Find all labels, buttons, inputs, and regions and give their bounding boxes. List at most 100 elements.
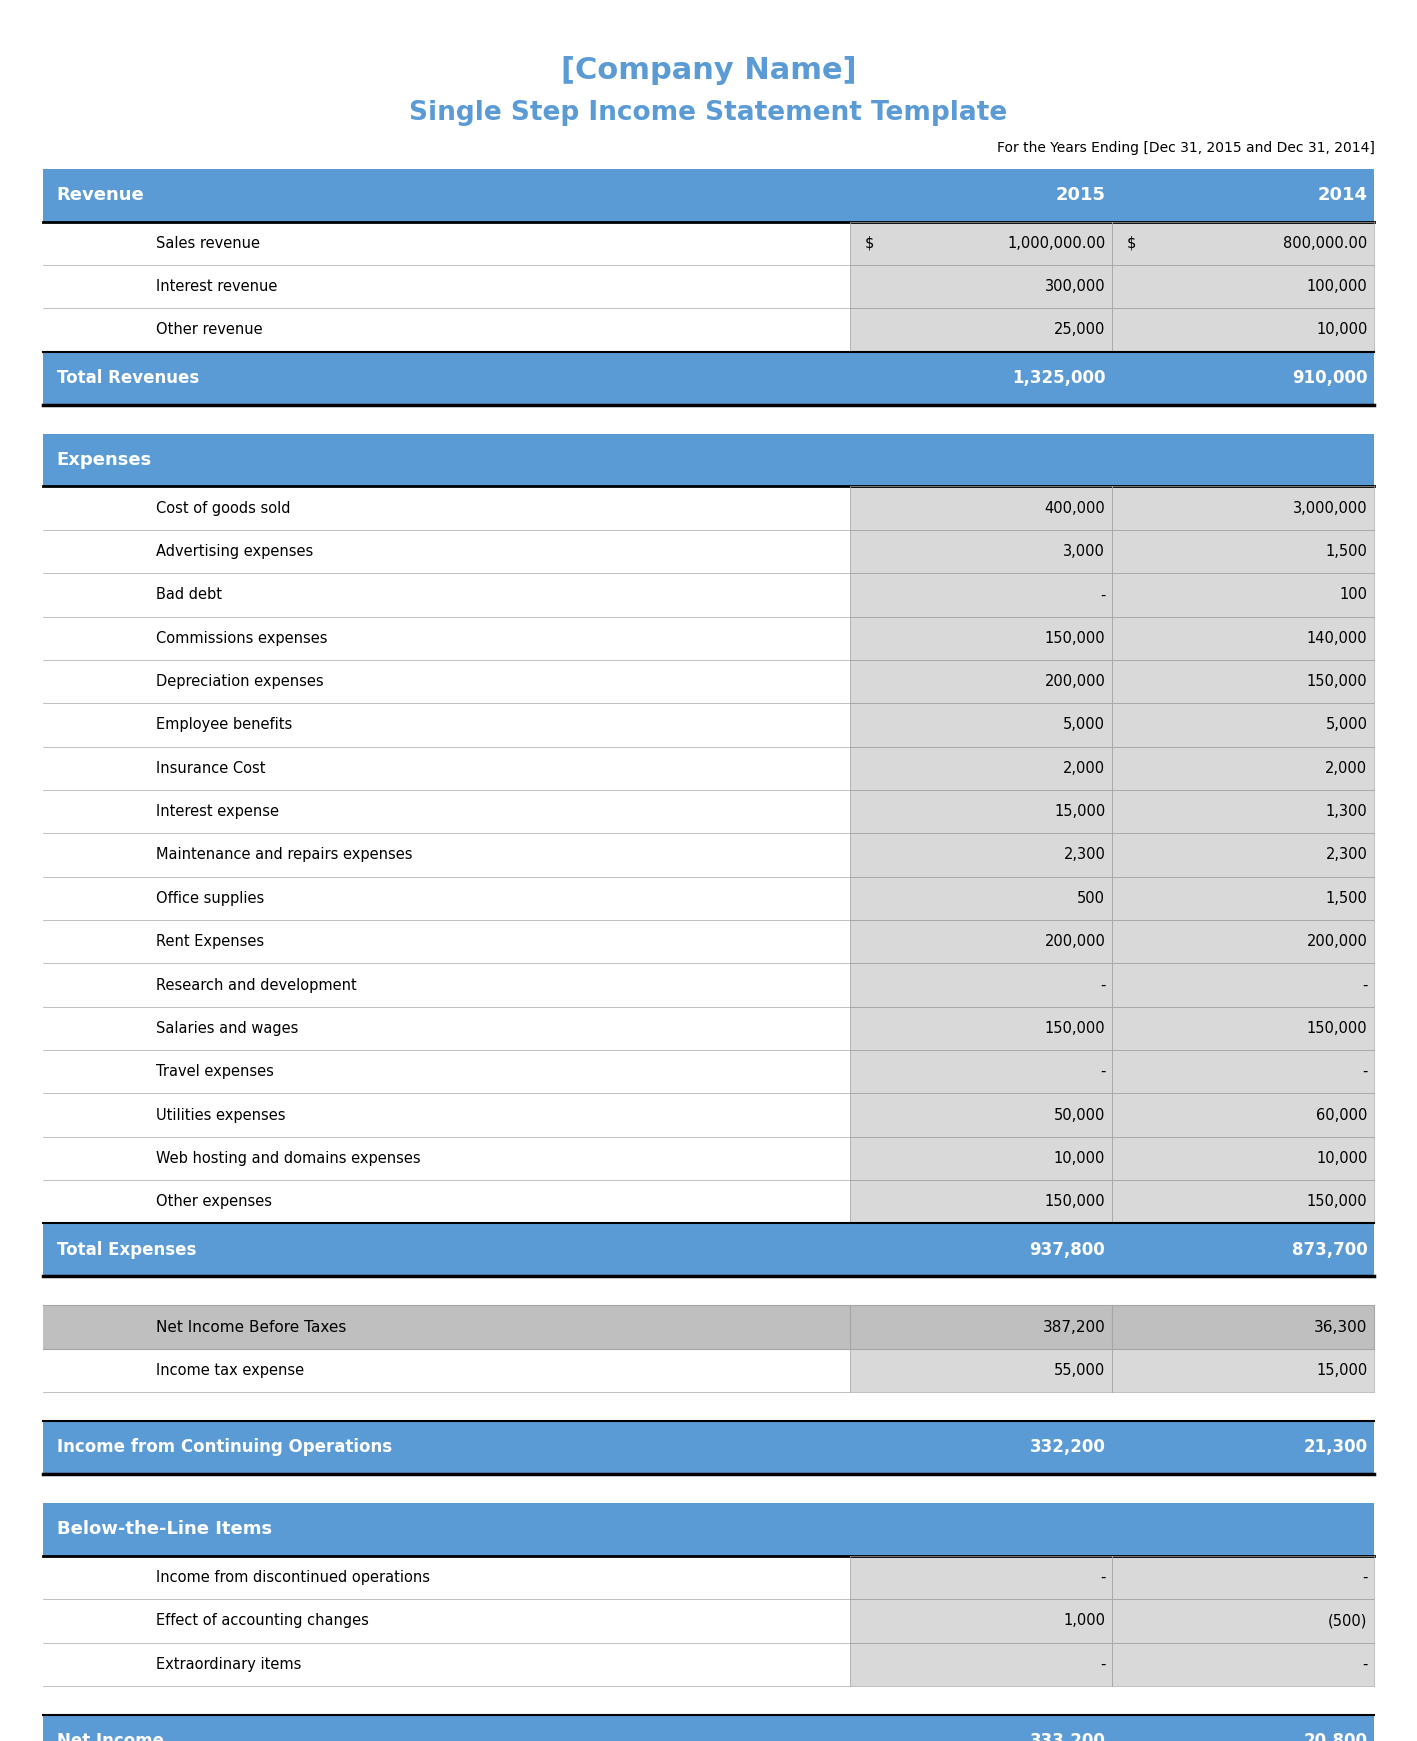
Text: 2,300: 2,300: [1325, 848, 1367, 862]
FancyBboxPatch shape: [43, 1556, 1374, 1600]
FancyBboxPatch shape: [850, 747, 1112, 790]
FancyBboxPatch shape: [1112, 265, 1374, 308]
Text: 937,800: 937,800: [1030, 1241, 1105, 1259]
Text: 873,700: 873,700: [1292, 1241, 1367, 1259]
Text: -: -: [1100, 977, 1105, 992]
Text: 2014: 2014: [1318, 186, 1367, 204]
Text: [Company Name]: [Company Name]: [561, 56, 856, 85]
Text: -: -: [1100, 1064, 1105, 1079]
Text: 800,000.00: 800,000.00: [1284, 235, 1367, 251]
FancyBboxPatch shape: [43, 1050, 1374, 1093]
Text: Office supplies: Office supplies: [156, 891, 264, 905]
Text: -: -: [1362, 1657, 1367, 1671]
FancyBboxPatch shape: [850, 1050, 1112, 1093]
FancyBboxPatch shape: [43, 747, 1374, 790]
FancyBboxPatch shape: [850, 963, 1112, 1006]
Text: Maintenance and repairs expenses: Maintenance and repairs expenses: [156, 848, 412, 862]
Text: Bad debt: Bad debt: [156, 587, 222, 602]
FancyBboxPatch shape: [1112, 221, 1374, 265]
Text: (500): (500): [1328, 1614, 1367, 1628]
Text: Research and development: Research and development: [156, 977, 357, 992]
FancyBboxPatch shape: [850, 1093, 1112, 1137]
FancyBboxPatch shape: [43, 1137, 1374, 1180]
Text: 1,000,000.00: 1,000,000.00: [1007, 235, 1105, 251]
FancyBboxPatch shape: [1112, 660, 1374, 703]
Text: 150,000: 150,000: [1044, 1020, 1105, 1036]
FancyBboxPatch shape: [43, 703, 1374, 747]
FancyBboxPatch shape: [43, 1349, 1374, 1393]
FancyBboxPatch shape: [43, 877, 1374, 919]
FancyBboxPatch shape: [1112, 1050, 1374, 1093]
FancyBboxPatch shape: [850, 877, 1112, 919]
FancyBboxPatch shape: [850, 486, 1112, 529]
Text: 150,000: 150,000: [1306, 1020, 1367, 1036]
Text: 21,300: 21,300: [1304, 1438, 1367, 1457]
FancyBboxPatch shape: [1112, 703, 1374, 747]
FancyBboxPatch shape: [850, 919, 1112, 963]
Text: 300,000: 300,000: [1044, 279, 1105, 294]
FancyBboxPatch shape: [850, 1180, 1112, 1224]
FancyBboxPatch shape: [43, 834, 1374, 877]
Text: 15,000: 15,000: [1054, 804, 1105, 818]
FancyBboxPatch shape: [43, 1224, 1374, 1276]
Text: Salaries and wages: Salaries and wages: [156, 1020, 298, 1036]
FancyBboxPatch shape: [1112, 1093, 1374, 1137]
Text: 2,000: 2,000: [1325, 761, 1367, 776]
FancyBboxPatch shape: [43, 790, 1374, 834]
FancyBboxPatch shape: [850, 1349, 1112, 1393]
FancyBboxPatch shape: [43, 169, 1374, 221]
FancyBboxPatch shape: [1112, 486, 1374, 529]
Text: 333,200: 333,200: [1029, 1732, 1105, 1741]
FancyBboxPatch shape: [43, 1006, 1374, 1050]
Text: Revenue: Revenue: [57, 186, 145, 204]
Text: 25,000: 25,000: [1054, 322, 1105, 338]
Text: 2,000: 2,000: [1063, 761, 1105, 776]
Text: Other expenses: Other expenses: [156, 1194, 272, 1210]
Text: Advertising expenses: Advertising expenses: [156, 543, 313, 559]
Text: 5,000: 5,000: [1325, 717, 1367, 733]
FancyBboxPatch shape: [850, 790, 1112, 834]
Text: 1,325,000: 1,325,000: [1012, 369, 1105, 387]
Text: Net Income Before Taxes: Net Income Before Taxes: [156, 1320, 346, 1335]
FancyBboxPatch shape: [850, 1137, 1112, 1180]
FancyBboxPatch shape: [850, 308, 1112, 352]
Text: 1,500: 1,500: [1325, 543, 1367, 559]
Text: Below-the-Line Items: Below-the-Line Items: [57, 1520, 272, 1539]
Text: 10,000: 10,000: [1316, 322, 1367, 338]
Text: 332,200: 332,200: [1029, 1438, 1105, 1457]
Text: -: -: [1362, 1570, 1367, 1584]
FancyBboxPatch shape: [850, 703, 1112, 747]
Text: 150,000: 150,000: [1044, 630, 1105, 646]
FancyBboxPatch shape: [1112, 919, 1374, 963]
Text: -: -: [1100, 587, 1105, 602]
Text: Expenses: Expenses: [57, 451, 152, 468]
FancyBboxPatch shape: [850, 660, 1112, 703]
FancyBboxPatch shape: [1112, 1180, 1374, 1224]
FancyBboxPatch shape: [43, 919, 1374, 963]
FancyBboxPatch shape: [1112, 963, 1374, 1006]
Text: 2,300: 2,300: [1063, 848, 1105, 862]
Text: Sales revenue: Sales revenue: [156, 235, 259, 251]
Text: Employee benefits: Employee benefits: [156, 717, 292, 733]
FancyBboxPatch shape: [43, 1715, 1374, 1741]
FancyBboxPatch shape: [1112, 790, 1374, 834]
FancyBboxPatch shape: [43, 352, 1374, 404]
Text: 387,200: 387,200: [1043, 1320, 1105, 1335]
FancyBboxPatch shape: [850, 529, 1112, 573]
Text: Single Step Income Statement Template: Single Step Income Statement Template: [410, 99, 1007, 125]
FancyBboxPatch shape: [43, 616, 1374, 660]
FancyBboxPatch shape: [1112, 1349, 1374, 1393]
Text: $: $: [1127, 235, 1136, 251]
Text: Insurance Cost: Insurance Cost: [156, 761, 265, 776]
Text: Total Expenses: Total Expenses: [57, 1241, 196, 1259]
Text: -: -: [1362, 1064, 1367, 1079]
FancyBboxPatch shape: [43, 573, 1374, 616]
Text: Web hosting and domains expenses: Web hosting and domains expenses: [156, 1151, 421, 1166]
Text: 3,000: 3,000: [1063, 543, 1105, 559]
Text: 200,000: 200,000: [1044, 935, 1105, 949]
Text: 5,000: 5,000: [1063, 717, 1105, 733]
FancyBboxPatch shape: [43, 963, 1374, 1006]
FancyBboxPatch shape: [850, 573, 1112, 616]
FancyBboxPatch shape: [43, 434, 1374, 486]
FancyBboxPatch shape: [1112, 573, 1374, 616]
